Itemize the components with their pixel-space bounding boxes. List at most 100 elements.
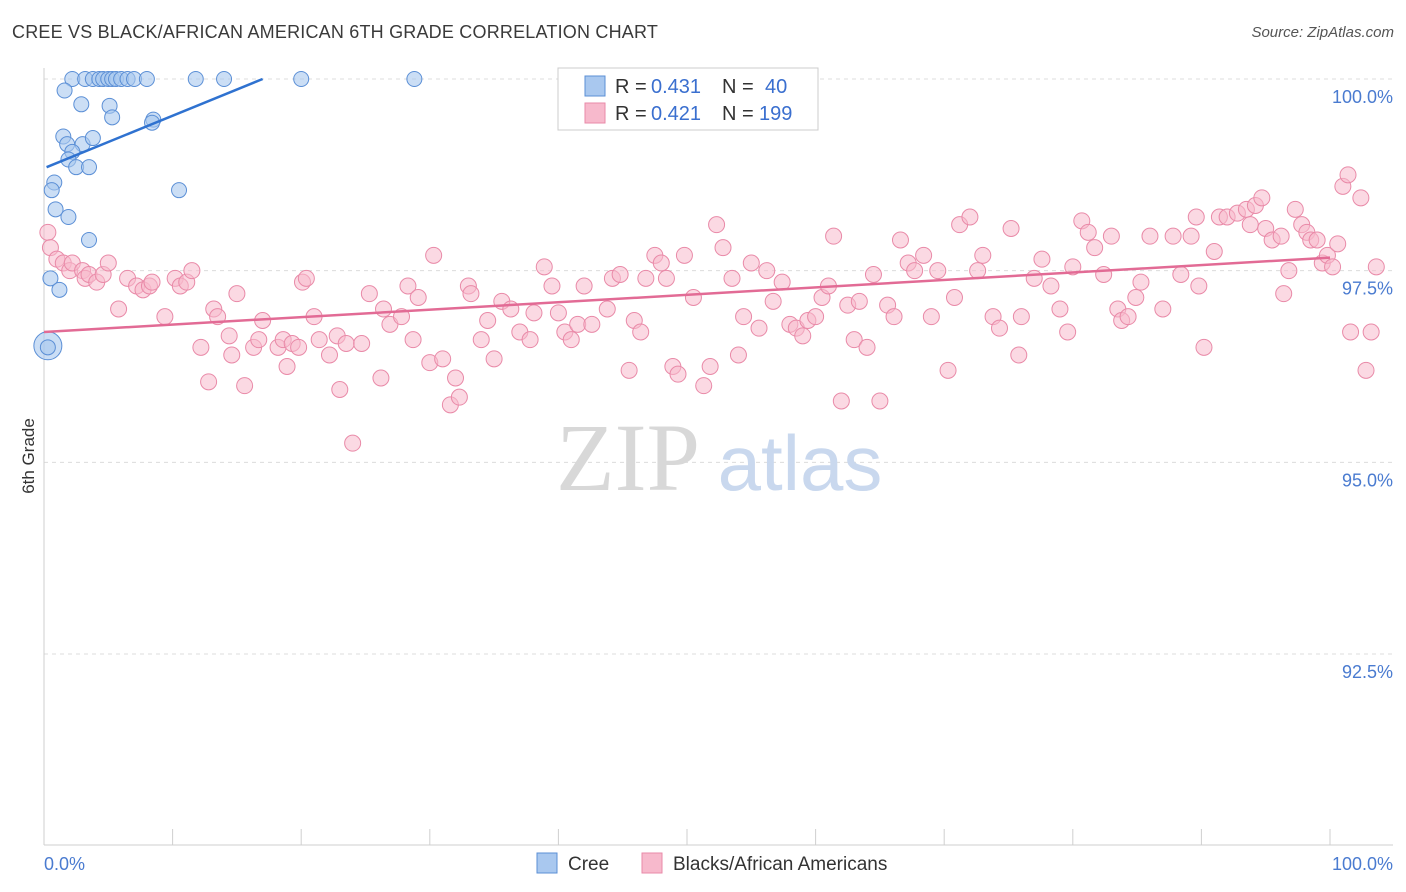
data-point-black	[1275, 285, 1293, 303]
data-point-black	[472, 331, 490, 349]
data-point-black	[961, 208, 979, 226]
data-point-black	[758, 262, 776, 280]
data-point-black	[183, 262, 201, 280]
data-point-black	[1010, 346, 1028, 364]
data-point-black	[1141, 227, 1159, 245]
data-point-black	[1002, 220, 1020, 237]
data-point-black	[1195, 338, 1213, 356]
data-point-cree	[216, 71, 233, 87]
data-point-cree	[42, 270, 59, 287]
data-point-black	[845, 331, 863, 349]
data-point-black	[360, 285, 378, 303]
legend-n-value-black: 199	[759, 103, 792, 125]
data-point-black	[434, 350, 452, 368]
data-point-cree	[60, 209, 77, 225]
data-point-black	[1132, 273, 1150, 291]
data-point-black	[1119, 308, 1137, 326]
data-point-black	[742, 254, 760, 272]
data-point-cree	[81, 232, 98, 248]
data-point-black	[409, 289, 427, 306]
data-point-black	[1182, 227, 1200, 245]
data-point-cree	[171, 182, 188, 199]
data-point-black	[794, 327, 812, 345]
legend-r-label-cree: R =	[615, 76, 647, 98]
chart-source: Source: ZipAtlas.com	[1251, 24, 1394, 41]
data-point-black	[375, 300, 393, 318]
legend: R = 0.431 N = 40 R = 0.421 N = 199	[557, 67, 819, 131]
data-point-black	[598, 300, 616, 318]
data-point-black	[200, 373, 218, 391]
data-point-black	[1102, 227, 1120, 245]
data-point-black	[521, 331, 539, 349]
data-point-black	[1329, 235, 1347, 253]
data-point-black	[1357, 361, 1375, 379]
data-point-black	[871, 392, 889, 410]
data-point-black	[1241, 216, 1259, 234]
data-point-cree	[138, 71, 155, 87]
data-point-black	[192, 338, 210, 356]
data-point-black	[404, 331, 422, 349]
x-tick-label: 100.0%	[1332, 854, 1393, 874]
data-point-black	[891, 231, 909, 249]
data-point-black	[1362, 323, 1380, 341]
data-point-black	[1352, 189, 1370, 207]
data-point-black	[1086, 239, 1104, 257]
data-point-black	[764, 292, 782, 310]
data-point-black	[278, 358, 296, 375]
data-point-black	[708, 216, 726, 234]
axes-layer	[43, 68, 1393, 846]
data-point-black	[729, 346, 747, 364]
data-point-cree	[104, 109, 121, 126]
data-point-black	[110, 300, 128, 318]
data-point-black	[915, 246, 933, 264]
data-point-black	[1051, 300, 1069, 318]
data-point-black	[939, 361, 957, 379]
chart-title: CREE VS BLACK/AFRICAN AMERICAN 6TH GRADE…	[12, 22, 659, 42]
data-point-black	[1280, 262, 1298, 280]
data-point-black	[479, 312, 497, 329]
data-point-black	[290, 338, 308, 356]
trend-layer	[43, 77, 1331, 334]
data-point-black	[750, 319, 768, 337]
data-point-black	[337, 335, 355, 352]
data-point-black	[156, 308, 174, 326]
data-point-black	[1272, 227, 1290, 245]
data-point-black	[675, 246, 693, 264]
data-point-black	[1253, 189, 1271, 207]
data-point-black	[1095, 266, 1113, 283]
data-point-black	[885, 308, 903, 326]
bottom-legend-label-black: Blacks/African Americans	[673, 854, 887, 875]
data-point-black	[652, 254, 670, 272]
data-point-black	[922, 308, 940, 326]
data-point-black	[1064, 258, 1082, 276]
data-point-black	[858, 338, 876, 356]
data-point-cree	[406, 71, 423, 87]
data-point-black	[695, 377, 713, 395]
data-point-black	[450, 388, 468, 406]
bottom-legend-label-cree: Cree	[568, 854, 609, 875]
data-point-black	[372, 369, 390, 387]
data-point-black	[39, 223, 57, 241]
data-point-black	[1342, 323, 1360, 341]
data-point-black	[250, 331, 268, 349]
data-point-black	[1059, 323, 1077, 341]
data-point-black	[1042, 277, 1060, 295]
tick-layer: 92.5% 95.0% 97.5% 100.0% 0.0% 100.0%	[44, 87, 1393, 874]
data-point-black	[701, 358, 719, 375]
data-point-black	[684, 289, 702, 306]
data-point-black	[1127, 289, 1145, 306]
bottom-legend-swatch-cree	[536, 852, 558, 874]
data-point-black	[1079, 223, 1097, 241]
data-point-black	[447, 369, 465, 387]
data-point-black	[143, 273, 161, 291]
legend-swatch-black	[584, 102, 606, 124]
data-point-black	[1187, 208, 1205, 226]
data-point-black	[1025, 269, 1043, 287]
data-point-cree	[43, 182, 60, 199]
data-point-black	[714, 239, 732, 257]
x-tick-label: 0.0%	[44, 854, 85, 874]
data-point-black	[344, 434, 362, 452]
y-tick-label: 95.0%	[1342, 470, 1393, 490]
data-point-black	[502, 300, 520, 318]
data-point-cree	[47, 201, 64, 218]
